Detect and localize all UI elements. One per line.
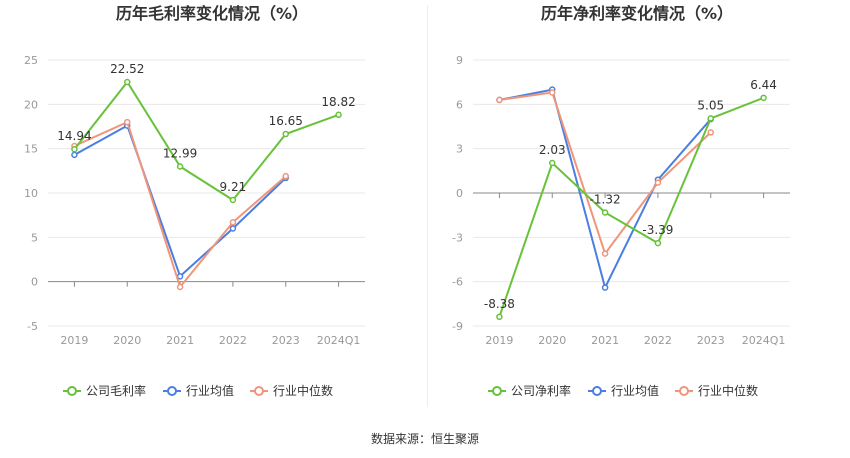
x-tick-label: 2020: [538, 334, 566, 347]
legend-marker-icon: [167, 386, 177, 396]
legend-marker-icon: [592, 386, 602, 396]
legend-marker-icon: [254, 386, 264, 396]
chart-title: 历年毛利率变化情况（%）: [116, 4, 308, 23]
x-tick-label: 2023: [697, 334, 725, 347]
data-point-industry_median: [229, 219, 237, 226]
data-label: 2.03: [539, 143, 566, 157]
data-point-industry_median: [282, 172, 289, 180]
y-tick-label: 5: [31, 231, 38, 244]
data-point-industry_median: [496, 96, 503, 104]
data-point-company: [654, 239, 662, 247]
data-label: 16.65: [269, 114, 303, 128]
series-line-industry_avg: [499, 88, 712, 291]
legend-item-industry_avg[interactable]: 行业均值: [163, 383, 234, 398]
y-tick-label: 3: [456, 143, 463, 156]
series-line-industry_median: [499, 91, 712, 256]
y-tick-label: 0: [456, 187, 463, 200]
data-point-company: [124, 78, 131, 86]
data-point-company: [496, 313, 503, 321]
legend-marker-icon: [679, 386, 689, 396]
y-tick-label: 25: [24, 54, 38, 67]
data-point-company: [760, 94, 767, 102]
legend-item-industry_median[interactable]: 行业中位数: [675, 383, 758, 398]
x-tick-label: 2024Q1: [317, 334, 361, 347]
series-line-company: [498, 96, 764, 318]
y-tick-label: 9: [456, 54, 463, 67]
legend-item-company[interactable]: 公司净利率: [488, 383, 571, 398]
data-point-industry_median: [707, 129, 714, 136]
y-tick-label: 6: [456, 98, 463, 111]
data-point-company: [707, 115, 714, 122]
data-point-industry_median: [176, 283, 184, 291]
legend-item-company[interactable]: 公司毛利率: [63, 383, 146, 398]
y-tick-label: -6: [452, 276, 463, 289]
data-point-industry_avg: [71, 151, 78, 159]
source-note: 数据来源：恒生聚源: [370, 432, 479, 446]
legend-label: 公司净利率: [511, 383, 571, 398]
net-margin-chart: 历年净利率变化情况（%） -9 -6 -3 0 3 6 9 2019 2020 2021 2022 20…: [452, 4, 790, 398]
y-tick-label: -3: [452, 231, 463, 244]
data-label: 22.52: [110, 62, 144, 76]
data-point-industry_avg: [601, 284, 609, 291]
x-tick-label: 2024Q1: [742, 334, 786, 347]
x-tick-label: 2020: [113, 334, 141, 347]
data-point-industry_median: [601, 250, 609, 257]
legend-item-industry_median[interactable]: 行业中位数: [250, 383, 333, 398]
data-point-company: [282, 130, 289, 138]
data-label: 9.21: [220, 180, 247, 194]
legend-marker-icon: [67, 386, 77, 396]
legend-item-industry_avg[interactable]: 行业均值: [588, 383, 659, 398]
data-label: 14.94: [57, 129, 91, 143]
legend-marker-icon: [492, 386, 502, 396]
data-label: 18.82: [321, 95, 355, 109]
y-tick-label: -9: [452, 320, 463, 333]
legend-label: 行业中位数: [273, 383, 333, 398]
data-point-company: [549, 159, 556, 167]
legend-label: 行业均值: [611, 383, 659, 398]
x-tick-label: 2023: [272, 334, 300, 347]
data-point-industry_median: [124, 118, 131, 126]
y-tick-label: 15: [24, 143, 38, 156]
data-point-company: [229, 196, 237, 204]
x-tick-label: 2021: [166, 334, 194, 347]
data-label: 6.44: [750, 78, 777, 92]
x-tick-label: 2022: [219, 334, 247, 347]
data-point-industry_avg: [176, 273, 184, 280]
y-tick-label: 0: [31, 276, 38, 289]
data-label: -1.32: [590, 193, 621, 207]
data-label: -3.39: [642, 223, 673, 237]
x-tick-label: 2019: [485, 334, 513, 347]
y-tick-label: -5: [27, 320, 38, 333]
data-point-company: [601, 209, 609, 216]
data-point-company: [176, 163, 184, 170]
chart-title: 历年净利率变化情况（%）: [541, 4, 733, 23]
data-point-industry_median: [549, 89, 556, 96]
data-point-industry_avg: [229, 225, 237, 232]
data-point-industry_median: [654, 179, 662, 186]
y-tick-label: 10: [24, 187, 38, 200]
legend-label: 行业中位数: [698, 383, 758, 398]
legend-label: 行业均值: [186, 383, 234, 398]
x-tick-label: 2019: [60, 334, 88, 347]
gross-margin-chart: 历年毛利率变化情况（%） -5 0 5 10 15 20 25 2019 2020 2021 2022…: [24, 4, 365, 398]
data-label: 5.05: [697, 98, 724, 112]
data-label: -8.38: [484, 297, 515, 311]
chart-divider: [427, 5, 428, 407]
data-point-company: [335, 111, 342, 119]
y-tick-label: 20: [24, 98, 38, 111]
series-line-company: [73, 80, 339, 202]
data-point-company: [71, 145, 78, 153]
x-tick-label: 2022: [644, 334, 672, 347]
data-label: 12.99: [163, 146, 197, 160]
legend-label: 公司毛利率: [86, 383, 146, 398]
x-tick-label: 2021: [591, 334, 619, 347]
